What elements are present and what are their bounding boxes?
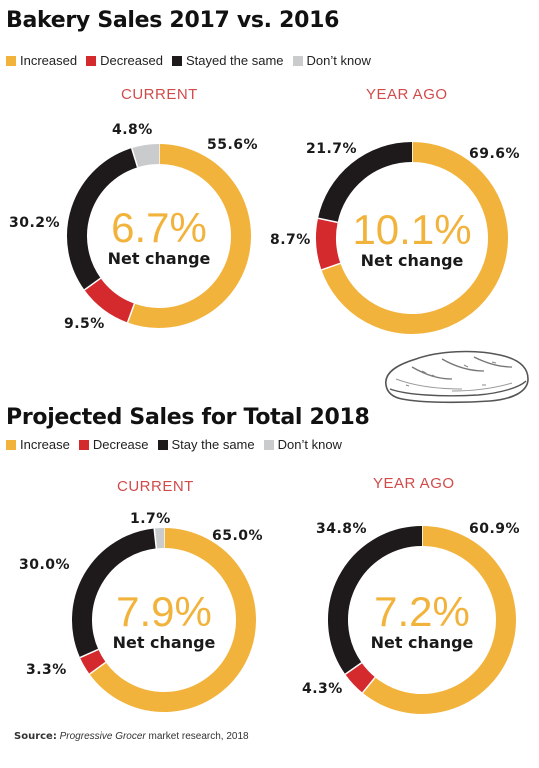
slice-decrease — [80, 649, 106, 675]
swatch-increase — [6, 439, 16, 450]
slice-increase — [321, 142, 508, 334]
slice-separator — [321, 262, 341, 271]
legend-label: Increase — [20, 437, 70, 452]
donut-chart-current-2017: 6.7%Net change — [67, 144, 251, 328]
panel-label-current-2017: CURRENT — [121, 86, 198, 103]
legend-label: Decreased — [100, 53, 163, 68]
bread-loaf-icon — [385, 350, 529, 404]
source-note: Source: Progressive Grocer market resear… — [14, 731, 249, 742]
data-label-same: 30.2% — [9, 215, 61, 231]
data-label-same: 30.0% — [19, 557, 71, 573]
source-text: market research, 2018 — [145, 731, 249, 742]
data-label-dont-know: 1.7% — [130, 511, 171, 527]
slice-same — [67, 148, 138, 290]
slice-same — [72, 528, 157, 658]
slice-separator — [361, 676, 376, 694]
data-label-decrease: 4.3% — [302, 681, 343, 697]
net-change-label: Net change — [113, 633, 216, 652]
panel-label-yearago-2017: YEAR AGO — [366, 86, 448, 103]
slice-dont-know — [131, 144, 160, 168]
slice-decrease — [316, 218, 341, 270]
legend-label: Don’t know — [306, 53, 371, 68]
legend-item-dont-know: Don’t know — [263, 437, 342, 452]
legend-item-increase: Increase — [6, 437, 70, 452]
slice-increase — [127, 144, 251, 328]
donut-chart-yearago-2018: 7.2%Net change — [328, 526, 516, 714]
legend-item-decreased: Decreased — [86, 53, 163, 68]
net-change-label: Net change — [108, 249, 211, 268]
donut-chart-current-2018: 7.9%Net change — [72, 528, 256, 712]
data-label-increase: 69.6% — [469, 146, 521, 162]
slice-same — [328, 526, 423, 675]
swatch-decrease — [86, 55, 97, 66]
data-label-dont-know: 4.8% — [112, 122, 153, 138]
legend-label: Stayed the same — [185, 53, 284, 68]
data-label-increase: 65.0% — [212, 528, 264, 544]
legend-label: Increased — [20, 53, 78, 68]
legend-item-stayed-same: Stayed the same — [171, 53, 284, 68]
legend-item-stay-same: Stay the same — [157, 437, 255, 452]
swatch-same — [171, 55, 182, 66]
legend-item-increased: Increased — [6, 53, 77, 68]
slice-increase — [362, 526, 516, 714]
data-label-increase: 55.6% — [207, 137, 259, 153]
legend-label: Stay the same — [171, 437, 255, 452]
net-change-value: 10.1% — [352, 206, 471, 253]
data-label-decrease: 8.7% — [270, 232, 311, 248]
source-label: Source: — [14, 731, 57, 742]
swatch-dont-know — [292, 55, 303, 66]
legend-2018: Increase Decrease Stay the same Don’t kn… — [6, 437, 351, 452]
data-label-same: 34.8% — [316, 521, 368, 537]
net-change-value: 7.9% — [116, 588, 212, 635]
legend-2017: Increased Decreased Stayed the same Don’… — [6, 53, 380, 68]
slice-separator — [130, 147, 139, 168]
slice-same — [318, 142, 413, 223]
legend-item-decrease: Decrease — [78, 437, 149, 452]
swatch-same — [157, 439, 168, 450]
slice-separator — [89, 661, 107, 675]
legend-label: Don’t know — [277, 437, 342, 452]
data-label-decrease: 3.3% — [26, 662, 67, 678]
panel-label-yearago-2018: YEAR AGO — [373, 475, 455, 492]
panel-label-current-2018: CURRENT — [117, 478, 194, 495]
slice-separator — [153, 528, 158, 549]
data-label-same: 21.7% — [306, 141, 358, 157]
section-title-2017: Bakery Sales 2017 vs. 2016 — [6, 8, 340, 33]
swatch-dont-know — [263, 439, 274, 450]
slice-decrease — [84, 277, 135, 323]
net-change-value: 7.2% — [374, 588, 470, 635]
data-label-increase: 60.9% — [469, 521, 521, 537]
donut-chart-yearago-2017: 10.1%Net change — [316, 142, 508, 334]
data-label-decrease: 9.5% — [64, 316, 105, 332]
swatch-increase — [6, 55, 16, 66]
slice-separator — [79, 648, 99, 659]
swatch-decrease — [78, 439, 89, 450]
legend-item-dont-know: Don’t know — [292, 53, 371, 68]
slice-separator — [84, 277, 102, 291]
section-title-2018: Projected Sales for Total 2018 — [6, 405, 370, 430]
net-change-label: Net change — [361, 251, 464, 270]
source-publication: Progressive Grocer — [59, 731, 146, 742]
slice-increase — [89, 528, 256, 712]
legend-label: Decrease — [92, 437, 149, 452]
slice-decrease — [345, 662, 376, 693]
slice-separator — [126, 303, 136, 323]
net-change-value: 6.7% — [111, 204, 207, 251]
slice-separator — [317, 217, 338, 224]
net-change-label: Net change — [371, 633, 474, 652]
slice-separator — [344, 662, 363, 675]
